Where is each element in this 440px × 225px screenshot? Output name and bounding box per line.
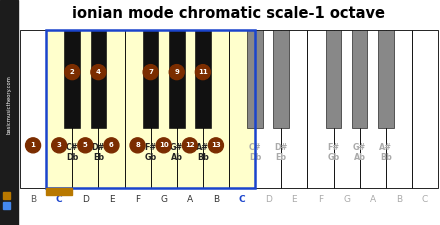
Text: D: D xyxy=(82,194,89,203)
Circle shape xyxy=(195,65,210,80)
Circle shape xyxy=(130,138,145,153)
Circle shape xyxy=(26,138,40,153)
Bar xyxy=(46,188,72,195)
Bar xyxy=(143,30,158,128)
Text: F: F xyxy=(318,194,323,203)
Text: Ab: Ab xyxy=(171,153,183,162)
Text: C: C xyxy=(422,194,428,203)
Text: Gb: Gb xyxy=(144,153,157,162)
Text: B: B xyxy=(30,194,36,203)
Bar xyxy=(247,30,263,128)
Bar xyxy=(91,30,106,128)
Bar xyxy=(334,30,359,188)
Circle shape xyxy=(78,138,93,153)
Text: D#: D# xyxy=(275,142,288,151)
Circle shape xyxy=(156,138,171,153)
Text: 4: 4 xyxy=(96,69,101,75)
Text: G: G xyxy=(343,194,350,203)
Bar xyxy=(412,30,438,188)
Text: 8: 8 xyxy=(135,142,140,148)
Text: C#: C# xyxy=(249,142,261,151)
Bar xyxy=(169,30,185,128)
Text: G#: G# xyxy=(170,142,183,151)
Text: basicmusictheory.com: basicmusictheory.com xyxy=(7,76,11,134)
Text: F#: F# xyxy=(145,142,157,151)
Text: Eb: Eb xyxy=(93,153,104,162)
Text: Ab: Ab xyxy=(354,153,366,162)
Text: Db: Db xyxy=(249,153,261,162)
Circle shape xyxy=(65,65,80,80)
Bar xyxy=(359,30,386,188)
Bar xyxy=(378,30,394,128)
Text: 7: 7 xyxy=(148,69,153,75)
Text: 12: 12 xyxy=(185,142,194,148)
Text: 2: 2 xyxy=(70,69,75,75)
Text: 1: 1 xyxy=(31,142,36,148)
Text: 10: 10 xyxy=(159,142,169,148)
Circle shape xyxy=(169,65,184,80)
Bar xyxy=(255,30,281,188)
Text: Db: Db xyxy=(66,153,78,162)
Text: 13: 13 xyxy=(211,142,221,148)
Bar xyxy=(125,30,150,188)
Text: D#: D# xyxy=(92,142,105,151)
Circle shape xyxy=(182,138,197,153)
Text: G#: G# xyxy=(353,142,366,151)
Text: C: C xyxy=(239,194,246,203)
Bar xyxy=(386,30,412,188)
Bar xyxy=(195,30,211,128)
Text: Bb: Bb xyxy=(380,153,392,162)
Bar xyxy=(20,30,46,188)
Text: Eb: Eb xyxy=(276,153,287,162)
Bar xyxy=(229,30,255,188)
Text: D: D xyxy=(265,194,271,203)
Bar xyxy=(352,30,367,128)
Text: C#: C# xyxy=(66,142,79,151)
Bar xyxy=(281,30,308,188)
Bar xyxy=(150,30,177,188)
Text: A: A xyxy=(187,194,193,203)
Text: 3: 3 xyxy=(57,142,62,148)
Text: A#: A# xyxy=(196,142,209,151)
Circle shape xyxy=(91,65,106,80)
Bar xyxy=(3,202,10,209)
Bar xyxy=(203,30,229,188)
Bar xyxy=(99,30,125,188)
Bar xyxy=(326,30,341,128)
Text: A: A xyxy=(370,194,376,203)
Text: Gb: Gb xyxy=(327,153,340,162)
Text: 11: 11 xyxy=(198,69,208,75)
Bar xyxy=(46,30,72,188)
Bar xyxy=(0,0,18,225)
Text: E: E xyxy=(291,194,297,203)
Text: F#: F# xyxy=(327,142,340,151)
Bar xyxy=(273,30,289,128)
Text: F: F xyxy=(135,194,140,203)
Circle shape xyxy=(143,65,158,80)
Text: G: G xyxy=(160,194,167,203)
Text: A#: A# xyxy=(379,142,392,151)
Text: B: B xyxy=(396,194,402,203)
Bar xyxy=(177,30,203,188)
Circle shape xyxy=(209,138,224,153)
Text: ionian mode chromatic scale-1 octave: ionian mode chromatic scale-1 octave xyxy=(71,5,385,20)
Circle shape xyxy=(51,138,67,153)
Text: 9: 9 xyxy=(174,69,179,75)
Bar xyxy=(46,30,255,188)
Circle shape xyxy=(104,138,119,153)
Bar xyxy=(3,192,10,199)
Text: Bb: Bb xyxy=(197,153,209,162)
Text: B: B xyxy=(213,194,219,203)
Bar xyxy=(308,30,334,188)
Text: C: C xyxy=(56,194,62,203)
Text: E: E xyxy=(109,194,114,203)
Bar xyxy=(72,30,99,188)
Bar xyxy=(64,30,80,128)
Text: 5: 5 xyxy=(83,142,88,148)
Text: 6: 6 xyxy=(109,142,114,148)
